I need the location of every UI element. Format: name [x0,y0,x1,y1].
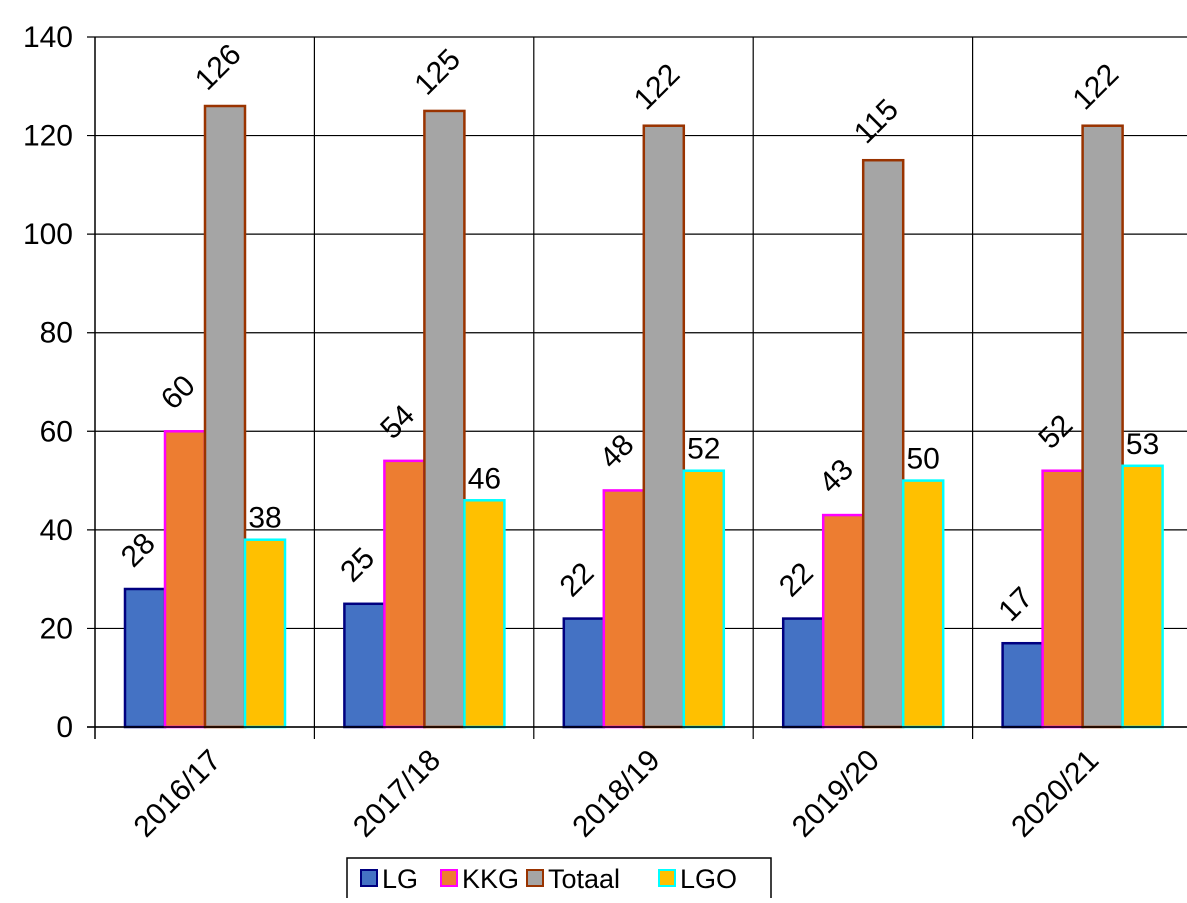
bars [123,104,1164,729]
bar-lg-2018-19 [562,617,606,729]
legend: LG KKG Totaal LGO [346,857,772,903]
y-tick-label-120: 120 [23,120,73,153]
data-label-lgo-2019-20: 50 [907,443,940,476]
bar-kkg-2016-17 [163,430,207,729]
legend-label-lgo: LGO [680,864,737,894]
bar-lgo-2016-17 [243,538,287,729]
data-label-lgo-2020-21: 53 [1126,428,1159,461]
legend-swatch-lgo [658,869,676,887]
x-tick-label-2016-17: 2016/17 [128,744,228,844]
data-label-lg-2016-17: 28 [115,527,162,574]
bar-lg-2017-18 [343,602,386,729]
y-tick-label-60: 60 [40,415,73,448]
bar-kkg-2017-18 [383,459,426,729]
bar-lg-2019-20 [781,617,825,729]
bar-lg-2020-21 [1001,641,1044,729]
data-label-lgo-2016-17: 38 [248,502,281,535]
data-label-totaal-2016-17: 126 [189,38,248,97]
y-tick-label-20: 20 [40,612,73,645]
data-label-lg-2019-20: 22 [773,556,820,603]
legend-label-lg: LG [382,864,418,894]
bar-totaal-2018-19 [642,124,686,729]
x-tick-label-2019-20: 2019/20 [786,744,886,844]
bar-lgo-2017-18 [463,499,506,729]
x-tick-label-2017-18: 2017/18 [347,744,447,844]
bar-lg-2016-17 [123,587,167,729]
data-label-kkg-2018-19: 48 [594,428,641,475]
bar-lgo-2020-21 [1121,464,1164,729]
data-label-kkg-2016-17: 60 [155,369,202,416]
bar-totaal-2020-21 [1081,124,1124,729]
bar-totaal-2019-20 [861,158,905,729]
bar-lgo-2019-20 [901,479,945,729]
bar-totaal-2016-17 [203,104,247,729]
y-tick-label-0: 0 [56,711,73,744]
legend-swatch-totaal [526,869,544,887]
y-tick-label-80: 80 [40,317,73,350]
bar-totaal-2017-18 [423,109,466,729]
data-label-lgo-2018-19: 52 [687,433,720,466]
legend-box [346,857,772,903]
data-label-lg-2020-21: 17 [992,581,1039,628]
data-label-lgo-2017-18: 46 [468,462,501,495]
legend-label-kkg: KKG [462,864,519,894]
x-tick-label-2020-21: 2020/21 [1005,744,1105,844]
legend-swatch-kkg [440,869,458,887]
bar-lgo-2018-19 [682,469,726,729]
bar-kkg-2020-21 [1041,469,1084,729]
data-label-totaal-2020-21: 122 [1067,58,1126,117]
y-tick-label-100: 100 [23,218,73,251]
y-tick-label-40: 40 [40,514,73,547]
data-label-kkg-2020-21: 52 [1032,409,1079,456]
data-label-totaal-2019-20: 115 [848,93,905,150]
legend-swatch-lg [360,869,378,887]
data-label-kkg-2017-18: 54 [374,399,421,446]
y-tick-label-140: 140 [23,21,73,54]
legend-label-totaal: Totaal [548,864,620,894]
data-label-lg-2018-19: 22 [554,556,601,603]
data-label-totaal-2017-18: 125 [408,43,467,102]
x-tick-label-2018-19: 2018/19 [566,744,666,844]
data-label-totaal-2018-19: 122 [628,58,687,117]
bar-kkg-2018-19 [602,489,646,729]
data-label-lg-2017-18: 25 [334,542,381,589]
bar-kkg-2019-20 [821,513,865,729]
data-label-kkg-2019-20: 43 [813,453,860,500]
